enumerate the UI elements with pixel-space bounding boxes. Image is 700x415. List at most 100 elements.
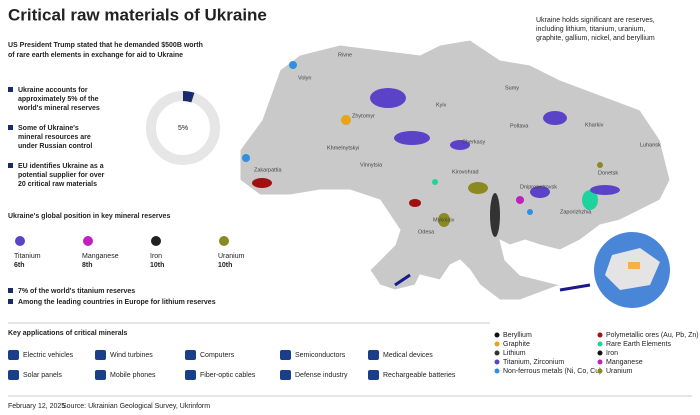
legend-swatch <box>597 359 603 365</box>
city-label: Sumy <box>505 85 519 91</box>
legend-label: Lithium <box>503 350 526 357</box>
deposit <box>242 154 250 162</box>
date: February 12, 2025 <box>8 403 65 410</box>
deposit <box>590 185 620 195</box>
mineral-icon <box>151 236 161 246</box>
legend-swatch <box>597 368 603 374</box>
applications-title: Key applications of critical minerals <box>8 330 128 337</box>
deposit <box>394 131 430 145</box>
subtitle: US President Trump stated that he demand… <box>8 42 203 49</box>
app-icon <box>185 370 196 380</box>
app-label: Wind turbines <box>110 352 153 359</box>
mineral-icon <box>219 236 229 246</box>
city-label: Khmelnytskyi <box>327 145 359 151</box>
deposit <box>252 178 272 188</box>
city-label: Rivne <box>338 52 352 58</box>
note: including lithium, titanium, uranium, <box>536 26 645 33</box>
app-label: Solar panels <box>23 372 62 379</box>
app-icon <box>280 350 291 360</box>
mineral-name: Titanium <box>14 253 41 260</box>
mineral-name: Iron <box>150 253 162 260</box>
legend-swatch <box>597 332 603 338</box>
app-icon <box>8 350 19 360</box>
city-label: Cherkasy <box>462 139 485 145</box>
app-label: Semiconductors <box>295 352 346 359</box>
ranking-note: Among the leading countries in Europe fo… <box>18 299 216 306</box>
city-label: Zhytomyr <box>352 113 375 119</box>
subtitle: of rare earth elements in exchange for a… <box>8 52 183 59</box>
legend-label: Rare Earth Elements <box>606 341 671 348</box>
donut-arc <box>182 91 195 103</box>
deposit <box>409 199 421 207</box>
bullet-marker <box>8 299 13 304</box>
city-label: Luhansk <box>640 142 661 148</box>
note: graphite, gallium, nickel, and beryllium <box>536 35 655 42</box>
legend-label: Iron <box>606 350 618 357</box>
app-label: Rechargeable batteries <box>383 372 456 379</box>
ukraine-map <box>239 39 671 301</box>
app-label: Medical devices <box>383 352 433 359</box>
legend-swatch <box>494 332 500 338</box>
bullet-marker <box>8 288 13 293</box>
deposit <box>394 273 591 292</box>
legend-swatch <box>494 350 500 356</box>
mineral-rank: 6th <box>14 262 25 269</box>
city-label: Kyiv <box>436 102 447 108</box>
bullet-text: mineral resources are <box>18 134 91 141</box>
title: Critical raw materials of Ukraine <box>8 5 267 24</box>
legend-swatch <box>597 341 603 347</box>
app-icon <box>185 350 196 360</box>
deposit <box>597 162 603 168</box>
deposit <box>438 213 450 227</box>
city-label: Mykolaiv <box>433 217 455 223</box>
deposit <box>490 193 500 237</box>
app-icon <box>95 350 106 360</box>
city-label: Volyn <box>298 75 311 81</box>
mineral-name: Uranium <box>218 253 245 260</box>
globe-ukraine <box>628 262 640 269</box>
legend-swatch <box>597 350 603 356</box>
legend-label: Non-ferrous metals (Ni, Co, Cu) <box>503 368 601 375</box>
deposit <box>516 196 524 204</box>
city-label: Kharkiv <box>585 122 604 128</box>
bullet-text: 20 critical raw materials <box>18 181 97 188</box>
ranking-title: Ukraine's global position in key mineral… <box>8 213 170 220</box>
source: Source: Ukrainian Geological Survey, Ukr… <box>62 403 210 410</box>
deposit <box>527 209 533 215</box>
legend-label: Graphite <box>503 341 530 348</box>
deposit <box>543 111 567 125</box>
bullet-text: potential supplier for over <box>18 172 105 179</box>
mineral-rank: 10th <box>218 262 232 269</box>
app-icon <box>368 370 379 380</box>
deposit <box>370 88 406 108</box>
app-label: Electric vehicles <box>23 352 74 359</box>
legend-label: Beryllium <box>503 332 532 339</box>
city-label: Dnipropetrovsk <box>520 184 557 190</box>
legend-label: Manganese <box>606 359 643 366</box>
deposit <box>432 179 438 185</box>
legend-swatch <box>494 368 500 374</box>
deposit <box>450 140 470 150</box>
bullet-text: under Russian control <box>18 143 92 150</box>
mineral-icon <box>83 236 93 246</box>
deposit <box>530 186 550 198</box>
app-label: Mobile phones <box>110 372 156 379</box>
ranking-note: 7% of the world's titanium reserves <box>18 288 135 295</box>
legend-swatch <box>494 341 500 347</box>
app-icon <box>95 370 106 380</box>
donut-label: 5% <box>178 125 188 132</box>
bullet-text: EU identifies Ukraine as a <box>18 163 104 170</box>
deposit <box>468 182 488 194</box>
deposit <box>341 115 351 125</box>
app-label: Defense industry <box>295 372 348 379</box>
bullet-marker <box>8 163 13 168</box>
city-label: Zaporizhzhia <box>560 209 592 215</box>
mineral-rank: 10th <box>150 262 164 269</box>
city-label: Odesa <box>418 229 435 235</box>
city-label: Donetsk <box>598 170 618 176</box>
app-icon <box>368 350 379 360</box>
note: Ukraine holds significant are reserves, <box>536 17 655 24</box>
city-label: Vinnytsia <box>360 162 383 168</box>
app-label: Computers <box>200 352 235 359</box>
